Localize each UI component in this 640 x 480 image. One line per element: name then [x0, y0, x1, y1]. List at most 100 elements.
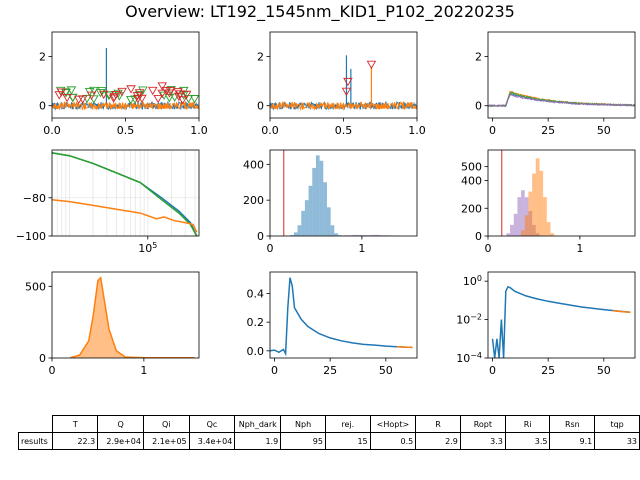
x-tick-label: 0.5: [117, 124, 135, 137]
x-tick-label: 0.0: [261, 124, 279, 137]
hist-bar-orange: [550, 233, 555, 236]
table-cell: 3.4e+04: [188, 432, 236, 450]
hist-bar-orange: [543, 197, 547, 236]
y-tick-label: −100: [16, 230, 46, 243]
y-tick-label: 2: [475, 51, 482, 64]
y-tick-label: 500: [25, 280, 46, 293]
table-cell: 2.1e+05: [142, 432, 190, 450]
y-tick-label: 0: [475, 230, 482, 243]
y-tick-label: 2: [257, 51, 264, 64]
triangle-marker: [153, 94, 163, 104]
triangle-marker: [169, 93, 180, 102]
subplot-p9: 0 25 50 100 10−2 10−4: [456, 271, 636, 377]
table-header-cell: <Hopt>: [369, 415, 417, 433]
plot-area: [283, 150, 399, 236]
table-header-cell: R: [415, 415, 461, 433]
table-header-cell: Qi: [142, 415, 190, 433]
subplot-p5: 0 1 0 200 400: [243, 149, 418, 255]
y-tick-label: 400: [243, 158, 264, 171]
figure-title: Overview: LT192_1545nm_KID1_P102_2022023…: [125, 2, 515, 21]
table-header-cell: Rsn: [549, 415, 596, 433]
triangle-marker: [366, 60, 377, 70]
x-tick-label: 105: [138, 241, 157, 256]
table-header-cell: Ri: [504, 415, 551, 433]
x-tick-label: 0: [485, 242, 492, 255]
x-tick-label: 0: [489, 124, 496, 137]
axes-frame: [51, 271, 200, 359]
table-header-cell: Nph_dark: [234, 415, 282, 433]
hist-bar-blue: [290, 235, 294, 236]
y-tick-label: 0: [39, 100, 46, 113]
axes-frame: [487, 271, 636, 359]
triangle-marker: [138, 86, 148, 95]
x-tick-label: 0.0: [43, 124, 61, 137]
subplot-p2: 0.0 0.5 1.0 0 2: [257, 31, 426, 137]
hist-bar-orange: [528, 191, 533, 236]
y-tick-label: 0: [257, 100, 264, 113]
series-line-green: [52, 152, 198, 236]
y-tick-label: 0: [39, 352, 46, 365]
y-tick-label: 2: [39, 51, 46, 64]
plot-area: [270, 277, 413, 357]
triangle-marker: [132, 92, 143, 101]
hist-bar-blue: [304, 200, 309, 236]
plot-area: [491, 285, 631, 358]
triangle-marker: [95, 88, 106, 98]
series-line-orange: [52, 100, 199, 111]
hist-bar-blue: [337, 235, 342, 236]
x-tick-label: 0: [489, 364, 496, 377]
x-tick-label: 25: [541, 364, 555, 377]
table-header-cell: tqp: [594, 415, 640, 433]
hist-bar-purple: [510, 224, 514, 236]
y-tick-label: 10−4: [456, 351, 482, 366]
triangle-marker: [164, 89, 175, 98]
triangle-marker: [147, 86, 158, 96]
hist-bar-blue: [326, 207, 331, 236]
table-cell: 2.9e+04: [97, 432, 144, 450]
triangle-marker: [86, 91, 97, 101]
hist-bar-purple: [352, 234, 362, 236]
hist-bar-purple: [521, 190, 525, 236]
table-header-cell: Nph: [280, 415, 326, 433]
triangle-marker: [89, 86, 99, 96]
table-cell: 9.1: [549, 432, 596, 450]
table-cell: 3.3: [459, 432, 506, 450]
y-tick-label: 100: [463, 274, 482, 289]
hist-bar-purple: [371, 234, 381, 236]
plot-area: [52, 47, 199, 111]
y-tick-label: 0.0: [247, 345, 265, 358]
axes-frame: [269, 149, 418, 237]
triangle-marker: [54, 91, 65, 100]
x-tick-label: 1: [140, 364, 147, 377]
x-tick-label: 0.5: [335, 124, 353, 137]
hist-bar-blue: [312, 167, 316, 236]
y-tick-label: −80: [23, 192, 46, 205]
triangle-marker: [343, 77, 353, 87]
x-tick-label: 1.0: [408, 124, 426, 137]
table-row: results 22.3 2.9e+04 2.1e+05 3.4e+04 1.9…: [17, 432, 640, 450]
table-cell: 2.9: [415, 432, 461, 450]
axes-frame: [51, 149, 200, 237]
y-tick-label: 10−2: [456, 312, 482, 327]
table-header-cell: Q: [97, 415, 144, 433]
series-line-orange: [52, 198, 198, 233]
hist-bar-orange: [521, 230, 525, 236]
y-tick-label: 0: [475, 100, 482, 113]
triangle-marker: [73, 95, 84, 105]
subplot-p3: 0 25 50 0 2: [475, 31, 636, 137]
x-tick-label: 25: [541, 124, 555, 137]
hist-bar-orange: [539, 170, 544, 236]
series-line-orange: [270, 100, 417, 111]
hist-bar-orange: [546, 222, 551, 236]
triangle-marker: [157, 82, 168, 91]
table-cell: 1.9: [234, 432, 282, 450]
triangle-marker: [189, 95, 199, 104]
table-corner-cell: [19, 416, 53, 433]
series-line-purple: [488, 93, 635, 108]
x-tick-label: 0: [267, 242, 274, 255]
series-line-blue: [270, 277, 413, 357]
triangle-marker: [62, 93, 72, 103]
triangle-marker: [173, 88, 183, 97]
